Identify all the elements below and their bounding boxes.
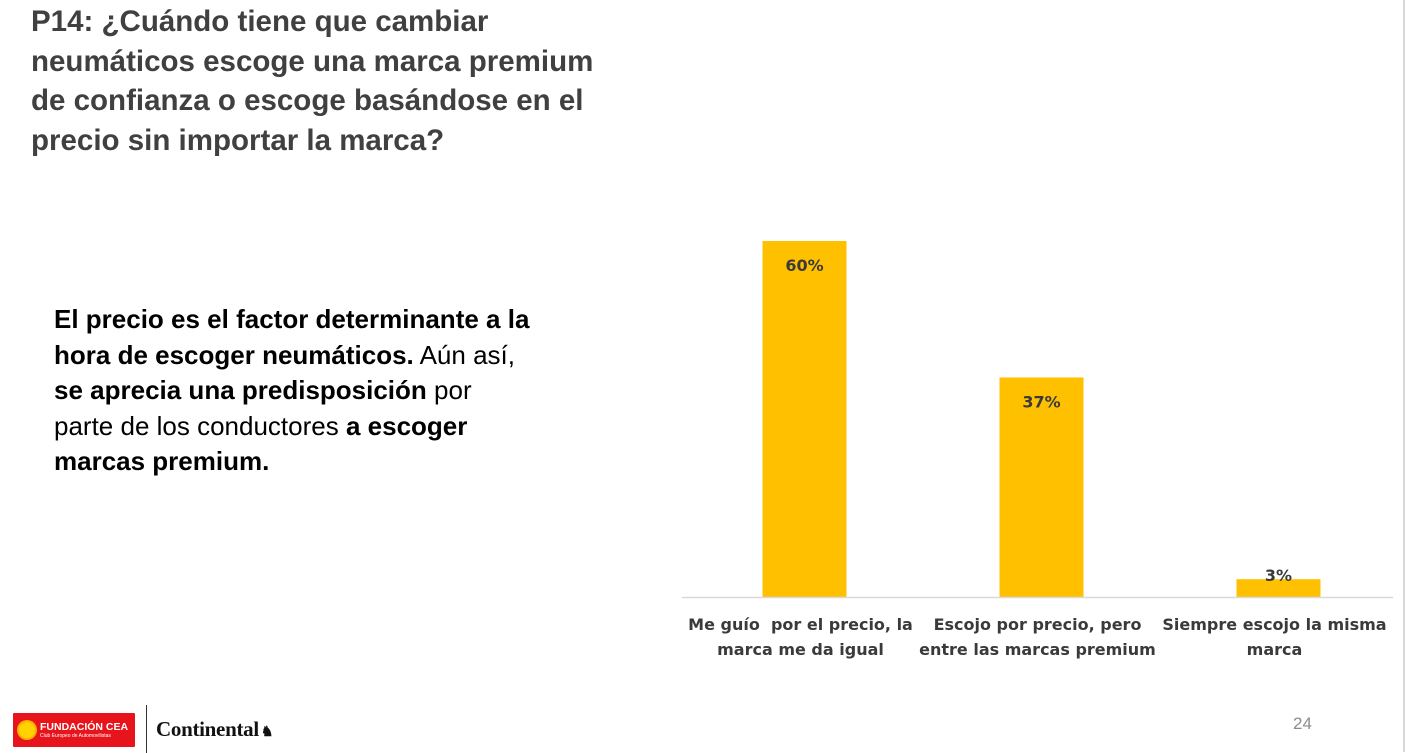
slide-right-edge	[1403, 0, 1405, 752]
horse-icon: ♞	[260, 725, 274, 740]
page-number: 24	[1293, 714, 1312, 733]
category-label-2-line-2: entre las marcas premium	[919, 640, 1156, 659]
title-line-4: precio sin importar la marca?	[31, 123, 445, 157]
category-label-1-line-1: Me guío por el precio, la	[688, 615, 913, 634]
summary-bold-4: a escoger	[345, 410, 468, 441]
summary-regular-2: Aún así,	[413, 339, 515, 370]
summary-line-4: parte de los conductores a escoger	[54, 409, 614, 445]
bar-value-label-3: 3%	[1265, 566, 1292, 585]
summary-bold-1: El precio es el factor determinante a la	[54, 304, 530, 334]
fundacion-cea-logo: FUNDACIÓN CEA Club Europeo de Automovili…	[13, 713, 135, 747]
category-label-3-line-1: Siempre escojo la misma	[1162, 615, 1386, 634]
title-line-3: de confianza o escoge basándose en el	[31, 84, 584, 117]
bar-2	[999, 377, 1084, 597]
continental-logo: Continental ♞	[156, 717, 273, 742]
continental-logo-text: Continental	[156, 717, 259, 741]
slide-title: P14: ¿Cuándo tiene que cambiar neumático…	[31, 2, 671, 160]
summary-bold-3: se aprecia una predisposición	[54, 375, 427, 405]
summary-line-3: se aprecia una predisposición por	[54, 373, 614, 409]
cea-logo-subtitle: Club Europeo de Automovilistas	[40, 733, 111, 739]
title-line-2: neumáticos escoge una marca premium	[31, 44, 594, 78]
cea-logo-text: FUNDACIÓN CEA Club Europeo de Automovili…	[40, 721, 128, 739]
summary-line-5: marcas premium.	[54, 444, 614, 480]
summary-bold-2: hora de escoger neumáticos.	[54, 339, 414, 370]
summary-bold-5: marcas premium.	[54, 446, 270, 476]
summary-line-2: hora de escoger neumáticos. Aún así,	[54, 338, 614, 374]
summary-line-1: El precio es el factor determinante a la	[54, 302, 614, 338]
cea-logo-name: FUNDACIÓN CEA	[40, 721, 129, 733]
bar-value-label-2: 37%	[1022, 392, 1060, 411]
bar-3	[1236, 579, 1321, 597]
summary-regular-4: parte de los conductores	[54, 410, 346, 441]
summary-regular-3: por	[426, 375, 472, 405]
sun-icon	[19, 722, 35, 738]
bar-1	[762, 241, 847, 597]
logo-divider	[146, 705, 147, 753]
category-label-3-line-2: marca	[1247, 640, 1303, 659]
bar-value-label-1: 60%	[785, 256, 823, 275]
summary-text: El precio es el factor determinante a la…	[54, 302, 614, 480]
category-label-1-line-2: marca me da igual	[717, 640, 884, 659]
category-label-2-line-1: Escojo por precio, pero	[934, 615, 1142, 634]
title-line-1: P14: ¿Cuándo tiene que cambiar	[31, 5, 489, 38]
